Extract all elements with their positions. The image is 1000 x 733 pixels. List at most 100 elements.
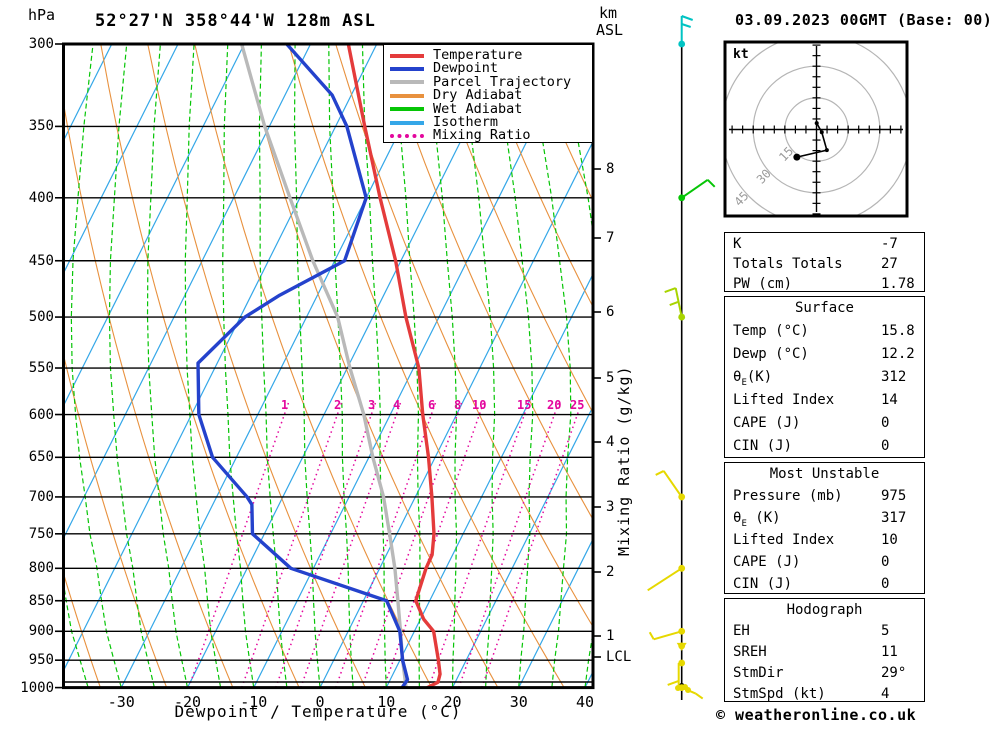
pressure-axis-label: 450 [28,252,54,269]
mixing-ratio-line [428,399,531,688]
table-row-label: θE (K) [733,510,781,529]
wet-adiabat-line [496,44,534,688]
mixing-ratio-value-label: 15 [517,398,532,412]
pressure-unit-label: hPa [28,6,56,24]
km-axis-label: 2 [606,564,615,580]
wind-barb-925 [676,642,687,651]
table-row-value: 27 [881,256,898,272]
mixing-ratio-value-label: 8 [454,398,462,412]
wet-adiabat-line [395,44,421,688]
wet-adiabat-line [258,44,288,688]
table-row-label: Lifted Index [733,392,835,408]
wind-barb-955 [667,659,686,687]
legend-item-dry-adiabat: Dry Adiabat [390,87,523,104]
km-axis-label: 7 [606,230,615,246]
table-row-label: EH [733,623,750,639]
table-row-value: -7 [881,236,898,252]
pressure-axis-label: 500 [28,309,54,326]
asl-label: ASL [596,21,624,39]
hodograph-unit-label: kt [733,47,749,62]
table-row-label: CIN (J) [733,438,793,454]
wet-adiabat-line [70,44,122,688]
wet-adiabat-line [530,44,572,688]
pressure-axis-label: 1000 [20,679,54,696]
legend-swatch-isotherm-line [390,120,424,125]
legend-swatch-temperature-line [390,53,424,58]
table-row: θE(K) 312 [725,369,924,389]
table-row: Pressure (mb) 975 [725,488,924,508]
table-row-value: 14 [881,392,898,408]
mixing-ratio-value-label: 25 [570,398,585,412]
dry-adiabat-line [63,100,234,688]
legend-swatch-parcel-trajectory-line [390,80,424,85]
table-row: θE (K) 317 [725,510,924,530]
legend-label: Dry Adiabat [433,87,523,104]
legend-item-isotherm: Isotherm [390,114,499,130]
legend-label: Isotherm [433,114,499,130]
pressure-axis-label: 800 [28,560,54,577]
legend-swatch-wet-adiabat-line [390,107,424,112]
legend-label: Mixing Ratio [433,127,531,144]
pressure-axis-label: 850 [28,592,54,609]
table-row-label: Pressure (mb) [733,488,843,504]
legend-label: Parcel Trajectory [433,73,572,90]
km-axis-label: 3 [606,499,615,515]
pressure-axis-label: 950 [28,652,54,669]
isotherm-line [63,44,378,672]
pressure-axis-label: 750 [28,525,54,542]
table-row-value: 11 [881,644,898,660]
table-row: Lifted Index 10 [725,532,924,552]
wind-barb-300 [678,15,694,48]
temp-axis-label: 0 [315,693,325,711]
temp-axis-label: -30 [107,693,135,711]
legend-item-dewpoint: Dewpoint [390,62,498,75]
table-row-value: 317 [881,510,907,526]
table-row: K -7 [725,236,924,256]
table-title: Hodograph [786,602,863,618]
table-row-label: StmDir [733,665,784,681]
table-row: Lifted Index 14 [725,392,924,412]
sounding-curves [196,44,442,688]
table-row: CIN (J) 0 [725,438,924,458]
dry-adiabat-line [147,44,366,688]
curve-dewpoint [196,44,410,688]
km-axis-unit-label: km [599,4,618,22]
x-axis-caption: Dewpoint / Temperature (°C) [174,702,462,721]
mixing-ratio-value-label: 6 [428,398,436,412]
temp-axis-label: -10 [240,693,268,711]
table-row-value: 15.8 [881,323,915,339]
table-row-value: 29° [881,665,907,681]
isotherm-line [253,44,577,688]
dry-adiabat-line [476,44,593,309]
legend-swatch-dewpoint-line [390,66,424,71]
table-row: Dewp (°C) 12.2 [725,346,924,366]
mixing-ratio-axis-caption: Mixing Ratio (g/kg) [615,365,633,556]
mixing-ratio-value-label: 10 [472,398,487,412]
wet-adiabat-line [429,44,458,688]
mixing-ratio-line [188,399,291,688]
hodograph-trace-point [793,153,801,161]
table-row: StmSpd (kt) 4 [725,686,924,706]
hodograph-trace-point [814,121,819,126]
isotherm-line [120,44,444,688]
dry-adiabat-line [429,44,593,415]
pressure-axis-label: 600 [28,406,54,423]
wet-adiabat-line [293,44,321,688]
isotherm-line [63,44,312,540]
table-row-label: Lifted Index [733,532,835,548]
pressure-axis-label: 550 [28,360,54,377]
mixing-ratio-line [335,399,438,688]
hodograph-trace-point [819,130,824,135]
legend-label: Temperature [433,47,523,63]
hodograph-frame [723,40,909,218]
wind-barb-500 [664,287,686,321]
table-row: CAPE (J) 0 [725,554,924,574]
mixing-ratio-line [300,399,403,688]
table-row-value: 5 [881,623,890,639]
pressure-axis-label: 300 [28,36,54,52]
wet-adiabat-line [328,44,354,688]
legend-swatch-dry-adiabat-line [390,93,424,98]
km-axis-label: 5 [606,370,615,386]
wind-barb-800 [647,564,686,592]
